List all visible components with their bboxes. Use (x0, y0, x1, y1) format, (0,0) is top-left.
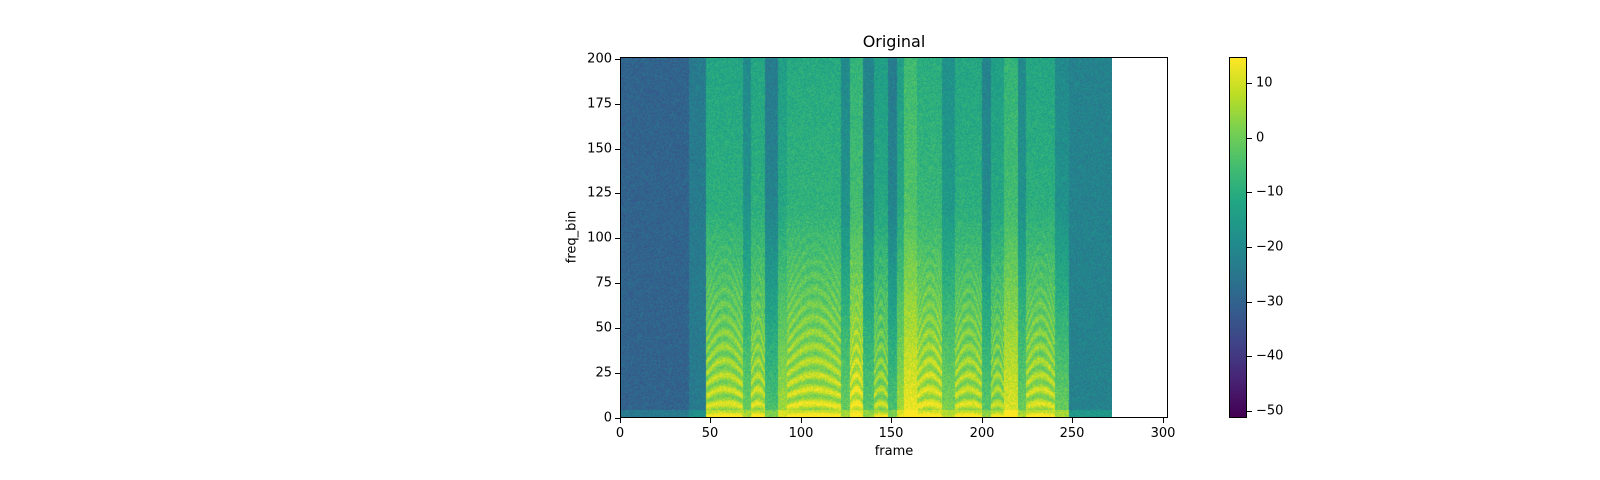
x-tick-label: 150 (878, 426, 904, 441)
y-tick-label: 100 (587, 230, 612, 246)
x-axis-label: frame (874, 444, 914, 459)
y-tick-label: 125 (587, 185, 612, 201)
x-tick (801, 418, 802, 423)
x-tick (620, 418, 621, 423)
y-tick-label: 50 (595, 320, 612, 336)
x-tick (710, 418, 711, 423)
colorbar-tick-label: 0 (1256, 130, 1265, 146)
x-tick (1163, 418, 1164, 423)
colorbar-tick-label: −20 (1256, 239, 1284, 255)
plot-area (620, 57, 1168, 418)
x-tick-label: 200 (969, 426, 995, 441)
x-tick (891, 418, 892, 423)
colorbar-gradient (1230, 58, 1246, 417)
y-tick-label: 175 (587, 96, 612, 112)
colorbar-tick (1247, 83, 1252, 84)
colorbar-tick (1247, 302, 1252, 303)
spectrogram-image (621, 58, 1112, 417)
colorbar-tick-label: 10 (1256, 75, 1273, 91)
y-tick (615, 283, 620, 284)
chart-title: Original (862, 32, 926, 51)
colorbar-tick (1247, 247, 1252, 248)
y-tick (615, 238, 620, 239)
y-tick (615, 328, 620, 329)
x-tick-label: 0 (615, 426, 625, 441)
y-tick-label: 25 (595, 365, 612, 381)
colorbar-tick-label: −50 (1256, 403, 1284, 419)
y-tick (615, 59, 620, 60)
x-tick (982, 418, 983, 423)
y-tick (615, 149, 620, 150)
y-tick (615, 418, 620, 419)
colorbar-tick (1247, 138, 1252, 139)
colorbar-tick (1247, 356, 1252, 357)
y-axis-label: freq_bin (564, 210, 580, 264)
x-tick (1072, 418, 1073, 423)
colorbar-tick-label: −40 (1256, 348, 1284, 364)
colorbar-tick (1247, 411, 1252, 412)
y-tick (615, 373, 620, 374)
y-tick (615, 104, 620, 105)
y-tick-label: 0 (603, 410, 612, 426)
y-tick (615, 193, 620, 194)
y-tick-label: 200 (587, 51, 612, 67)
y-tick-label: 75 (595, 275, 612, 291)
x-tick-label: 100 (788, 426, 814, 441)
colorbar-tick-label: −10 (1256, 184, 1284, 200)
x-tick-label: 300 (1150, 426, 1176, 441)
colorbar (1229, 57, 1247, 418)
x-tick-label: 250 (1059, 426, 1085, 441)
colorbar-tick (1247, 192, 1252, 193)
colorbar-tick-label: −30 (1256, 294, 1284, 310)
y-tick-label: 150 (587, 141, 612, 157)
x-tick-label: 50 (701, 426, 719, 441)
